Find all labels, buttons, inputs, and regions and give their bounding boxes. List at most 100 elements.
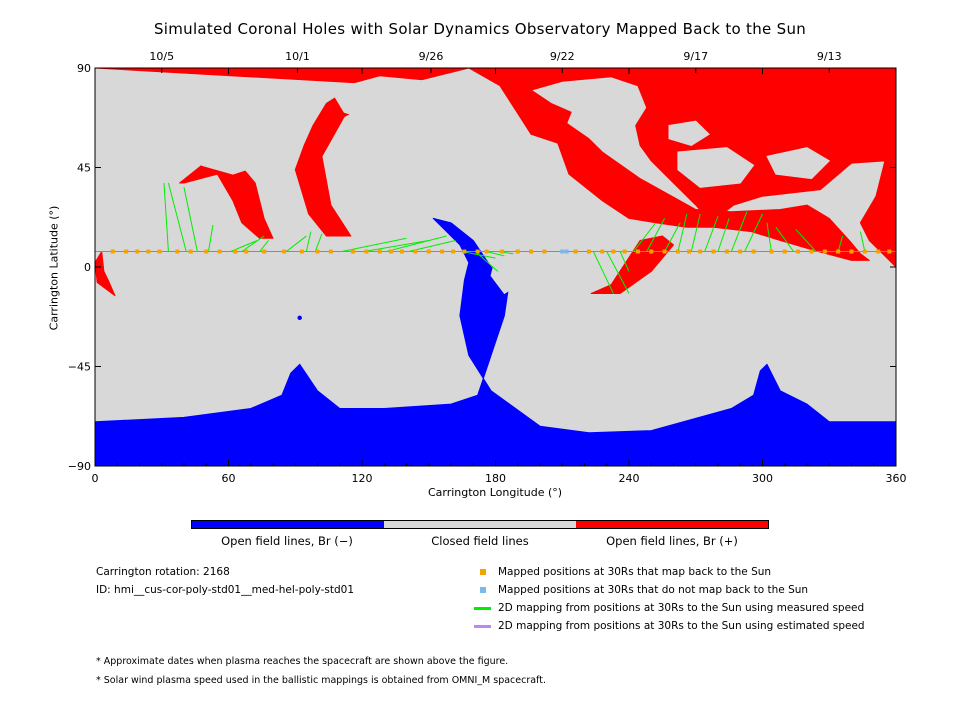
coronal-hole-positive-4 [179,155,274,239]
measured-speed-line-31 [775,226,795,252]
mapped-point-45 [738,249,743,254]
measured-speed-line-3 [207,224,214,252]
legend-label-measured: 2D mapping from positions at 30Rs to the… [498,602,865,614]
mapped-point-18 [377,249,382,254]
mapped-point-31 [542,249,547,254]
legend-swatch-measured [474,607,491,610]
mapped-point-36 [622,249,627,254]
mapped-point-52 [836,249,841,254]
x-tick-label-4: 240 [619,472,640,485]
mapped-point-21 [413,249,418,254]
mapped-point-44 [724,249,729,254]
mapped-point-55 [876,249,881,254]
legend-swatch-estimated [474,625,491,628]
colorbar-label-closed: Closed field lines [431,534,529,548]
colorbar-positive [576,521,768,528]
mapped-point-1 [124,249,129,254]
mapped-point-43 [711,249,716,254]
measured-speed-line-29 [744,213,763,252]
mapped-point-51 [822,249,827,254]
measured-speed-line-12 [386,235,447,253]
legend-swatch-unmapped [480,587,486,593]
mapped-point-17 [364,249,369,254]
date-label-0: 10/5 [149,50,174,63]
mapped-point-14 [315,249,320,254]
mapped-point-47 [769,249,774,254]
mapped-point-38 [649,249,654,254]
measured-speed-line-26 [704,215,719,252]
mapped-point-40 [675,249,680,254]
measured-speed-line-19 [606,251,630,294]
mapped-point-10 [244,249,249,254]
mapped-point-32 [573,249,578,254]
model-id: ID: hmi__cus-cor-poly-std01__med-hel-pol… [96,584,355,596]
measured-speed-line-11 [364,239,429,253]
mapped-point-49 [796,249,801,254]
mapped-point-19 [388,249,393,254]
date-label-1: 10/1 [285,50,310,63]
measured-speed-line-5 [241,235,265,252]
mapped-point-50 [809,249,814,254]
mapped-point-6 [188,249,193,254]
colorbar [191,520,769,529]
y-tick-label-3: −45 [68,361,91,374]
mapped-point-35 [611,249,616,254]
small-negative-spot [297,315,302,321]
colorbar-label-positive: Open field lines, Br (+) [606,534,738,548]
mapped-point-4 [157,249,162,254]
mapped-point-16 [351,249,356,254]
date-label-4: 9/17 [683,50,708,63]
closed-island-2 [330,76,457,127]
legend-label-unmapped: Mapped positions at 30Rs that do not map… [498,584,809,596]
mapped-point-39 [662,249,667,254]
plot-area [95,68,896,466]
measured-speed-line-25 [690,213,701,252]
measured-speed-line-7 [286,235,307,252]
closed-island-6 [490,257,519,295]
date-label-3: 9/22 [550,50,575,63]
mapped-point-20 [400,249,405,254]
colorbar-negative [192,521,384,528]
measured-speed-line-2 [183,187,198,252]
mapped-point-8 [217,249,222,254]
mapped-point-13 [299,249,304,254]
mapped-point-25 [462,249,467,254]
mapped-point-29 [515,249,520,254]
measured-speed-line-23 [664,222,681,252]
mapped-point-23 [440,249,445,254]
measured-speed-line-28 [730,211,748,252]
chart-title: Simulated Coronal Holes with Solar Dynam… [153,20,807,38]
coronal-hole-negative-0 [95,217,896,466]
closed-island-4 [677,147,755,188]
measured-speed-line-9 [314,233,323,252]
measured-speed-line-18 [592,251,614,294]
measured-speed-line-0 [163,182,169,252]
measured-speed-line-22 [646,218,666,252]
mapped-point-42 [698,249,703,254]
coronal-hole-positive-0 [95,68,896,268]
x-tick-label-1: 60 [222,472,236,485]
y-tick-label-4: −90 [68,460,91,473]
closed-island-1 [187,133,261,175]
colorbar-label-negative: Open field lines, Br (−) [221,534,353,548]
closed-island-0 [95,129,145,173]
measured-speed-line-30 [766,222,772,252]
y-tick-label-1: 45 [77,162,91,175]
mapped-point-27 [484,249,489,254]
mapped-point-34 [600,249,605,254]
y-axis-label: Carrington Latitude (°) [47,205,61,331]
mapped-point-56 [887,249,892,254]
footnote-dates: * Approximate dates when plasma reaches … [96,656,509,667]
mapped-point-28 [500,249,505,254]
legend-label-estimated: 2D mapping from positions at 30Rs to the… [498,620,865,632]
x-axis-label: Carrington Longitude (°) [427,486,563,499]
measured-speed-line-21 [633,222,657,252]
mapped-point-46 [751,249,756,254]
measured-speed-line-8 [305,231,312,252]
measured-speed-line-1 [167,182,187,252]
mapped-point-33 [586,249,591,254]
legend-label-mapped: Mapped positions at 30Rs that map back t… [498,566,772,578]
x-tick-label-6: 360 [886,472,907,485]
